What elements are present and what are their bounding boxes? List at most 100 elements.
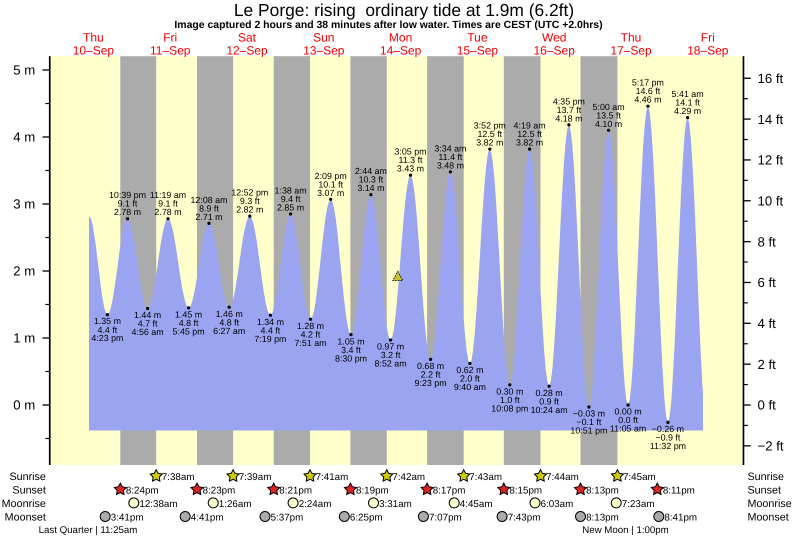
svg-text:4.18 m: 4.18 m: [555, 113, 582, 123]
svg-text:8.9 ft: 8.9 ft: [199, 203, 219, 213]
svg-text:3.43 m: 3.43 m: [397, 164, 424, 174]
svg-text:Moonrise: Moonrise: [748, 498, 792, 510]
svg-text:10.3 ft: 10.3 ft: [359, 175, 384, 185]
svg-text:10 ft: 10 ft: [758, 194, 784, 209]
svg-text:17–Sep: 17–Sep: [610, 43, 652, 57]
svg-text:11.3 ft: 11.3 ft: [398, 155, 423, 165]
svg-text:8:13pm: 8:13pm: [586, 512, 619, 523]
svg-text:0.68 m: 0.68 m: [417, 361, 444, 371]
svg-text:13.5 ft: 13.5 ft: [596, 110, 621, 120]
svg-text:8:19pm: 8:19pm: [356, 485, 389, 496]
svg-text:−0.9 ft: −0.9 ft: [655, 433, 680, 443]
svg-text:7:41am: 7:41am: [316, 472, 349, 483]
svg-text:10:51 pm: 10:51 pm: [570, 426, 607, 436]
svg-text:8:13pm: 8:13pm: [586, 485, 619, 496]
svg-text:11.4 ft: 11.4 ft: [438, 152, 463, 162]
svg-text:−2 ft: −2 ft: [758, 439, 784, 454]
svg-text:4:23 pm: 4:23 pm: [91, 333, 123, 343]
svg-text:3 m: 3 m: [13, 197, 35, 212]
svg-text:9.1 ft: 9.1 ft: [158, 199, 178, 209]
svg-text:Last Quarter | 11:25am: Last Quarter | 11:25am: [39, 525, 138, 536]
svg-text:8:11pm: 8:11pm: [663, 485, 695, 496]
svg-text:11:19 am: 11:19 am: [150, 190, 186, 200]
svg-text:6 ft: 6 ft: [758, 275, 777, 290]
svg-text:5:17 pm: 5:17 pm: [632, 78, 664, 88]
svg-text:1.34 m: 1.34 m: [257, 317, 284, 327]
svg-text:16 ft: 16 ft: [758, 71, 784, 86]
svg-text:18–Sep: 18–Sep: [687, 43, 729, 57]
svg-text:12:08 am: 12:08 am: [190, 195, 227, 205]
svg-text:Wed: Wed: [542, 31, 566, 45]
svg-text:4.4 ft: 4.4 ft: [261, 325, 281, 335]
svg-text:14.6 ft: 14.6 ft: [636, 86, 661, 96]
svg-text:−0.1 ft: −0.1 ft: [576, 417, 601, 427]
svg-text:10:39 pm: 10:39 pm: [109, 190, 146, 200]
svg-text:8 ft: 8 ft: [758, 234, 777, 249]
svg-text:2.78 m: 2.78 m: [114, 207, 141, 217]
svg-text:2:09 pm: 2:09 pm: [315, 171, 347, 181]
svg-text:3:34 am: 3:34 am: [434, 143, 466, 153]
svg-text:7:44am: 7:44am: [546, 472, 579, 483]
svg-text:4 ft: 4 ft: [758, 316, 777, 331]
svg-text:6:25pm: 6:25pm: [350, 512, 383, 523]
svg-text:0.62 m: 0.62 m: [456, 365, 483, 375]
svg-text:1.28 m: 1.28 m: [297, 321, 324, 331]
svg-text:Sat: Sat: [238, 31, 257, 45]
svg-text:4.46 m: 4.46 m: [634, 95, 661, 105]
svg-text:6:03am: 6:03am: [541, 499, 574, 510]
svg-text:Sunset: Sunset: [12, 485, 45, 497]
svg-text:4:19 am: 4:19 am: [514, 121, 546, 131]
svg-text:7:39am: 7:39am: [239, 472, 272, 483]
svg-text:4.29 m: 4.29 m: [674, 106, 701, 116]
svg-text:Moonset: Moonset: [5, 512, 46, 524]
svg-text:14.1 ft: 14.1 ft: [675, 98, 700, 108]
svg-text:Thu: Thu: [621, 31, 642, 45]
svg-text:0 ft: 0 ft: [758, 398, 777, 413]
svg-text:4:35 pm: 4:35 pm: [553, 96, 585, 106]
svg-text:4:41pm: 4:41pm: [191, 512, 224, 523]
svg-text:Mon: Mon: [389, 31, 412, 45]
svg-text:4 m: 4 m: [13, 130, 35, 145]
svg-text:7:43am: 7:43am: [469, 472, 502, 483]
svg-text:8:30 pm: 8:30 pm: [335, 353, 367, 363]
svg-text:4.4 ft: 4.4 ft: [98, 325, 118, 335]
svg-text:8:17pm: 8:17pm: [433, 485, 466, 496]
svg-text:Thu: Thu: [83, 31, 104, 45]
svg-text:3.82 m: 3.82 m: [516, 138, 543, 148]
svg-text:7:23am: 7:23am: [622, 499, 655, 510]
svg-text:7:42am: 7:42am: [392, 472, 425, 483]
svg-text:1.35 m: 1.35 m: [94, 316, 121, 326]
svg-text:1.05 m: 1.05 m: [337, 336, 364, 346]
svg-text:3:31am: 3:31am: [379, 499, 412, 510]
svg-text:7:38am: 7:38am: [162, 472, 195, 483]
svg-text:16–Sep: 16–Sep: [534, 43, 576, 57]
svg-text:10–Sep: 10–Sep: [73, 43, 115, 57]
svg-text:0.0 ft: 0.0 ft: [618, 415, 638, 425]
svg-text:2.2 ft: 2.2 ft: [421, 370, 441, 380]
svg-text:5:37pm: 5:37pm: [271, 512, 304, 523]
svg-text:7:43pm: 7:43pm: [508, 512, 541, 523]
svg-text:New Moon | 1:00pm: New Moon | 1:00pm: [582, 525, 669, 536]
svg-text:9.4 ft: 9.4 ft: [281, 194, 301, 204]
svg-text:2:44 am: 2:44 am: [355, 166, 387, 176]
svg-text:6:27 am: 6:27 am: [213, 326, 245, 336]
svg-text:0.00 m: 0.00 m: [615, 407, 642, 417]
svg-text:4.8 ft: 4.8 ft: [179, 318, 199, 328]
svg-text:12:38am: 12:38am: [139, 499, 177, 510]
svg-text:4.8 ft: 4.8 ft: [219, 317, 239, 327]
svg-text:8:15pm: 8:15pm: [509, 485, 542, 496]
svg-text:Le Porge: rising ordinary tid: Le Porge: rising ordinary tide at 1.9m (…: [234, 0, 574, 20]
svg-text:−0.26 m: −0.26 m: [652, 424, 684, 434]
svg-text:5:45 pm: 5:45 pm: [173, 327, 205, 337]
svg-text:7:07pm: 7:07pm: [429, 512, 462, 523]
svg-text:4.2 ft: 4.2 ft: [301, 329, 321, 339]
svg-text:10:08 pm: 10:08 pm: [491, 404, 528, 414]
svg-text:11:05 am: 11:05 am: [610, 424, 646, 434]
svg-text:Sun: Sun: [313, 31, 334, 45]
svg-text:3.14 m: 3.14 m: [357, 183, 384, 193]
svg-text:Sunrise: Sunrise: [748, 471, 784, 483]
svg-text:12:52 pm: 12:52 pm: [231, 188, 268, 198]
svg-text:4.7 ft: 4.7 ft: [138, 319, 158, 329]
svg-text:Fri: Fri: [163, 31, 177, 45]
svg-text:2.78 m: 2.78 m: [154, 207, 181, 217]
